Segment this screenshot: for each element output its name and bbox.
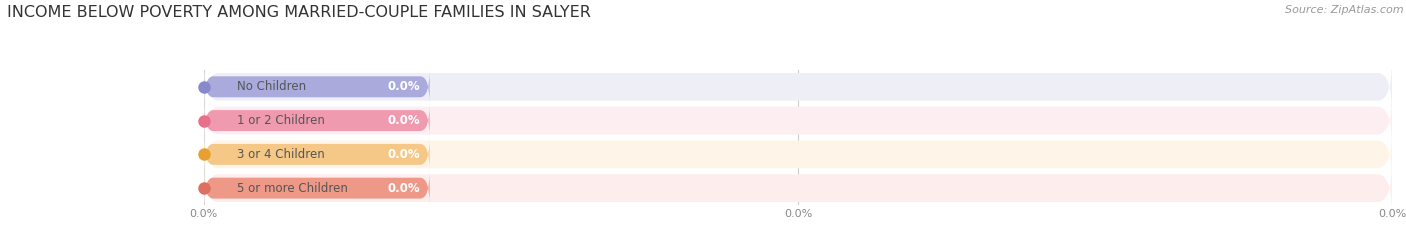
FancyBboxPatch shape bbox=[204, 128, 1392, 181]
Text: 0.0%: 0.0% bbox=[388, 114, 420, 127]
FancyBboxPatch shape bbox=[204, 94, 1392, 147]
Text: INCOME BELOW POVERTY AMONG MARRIED-COUPLE FAMILIES IN SALYER: INCOME BELOW POVERTY AMONG MARRIED-COUPL… bbox=[7, 5, 591, 20]
Text: 0.0%: 0.0% bbox=[388, 80, 420, 93]
FancyBboxPatch shape bbox=[204, 60, 1392, 113]
FancyBboxPatch shape bbox=[204, 70, 430, 103]
Text: 0.0%: 0.0% bbox=[388, 148, 420, 161]
Text: 1 or 2 Children: 1 or 2 Children bbox=[238, 114, 325, 127]
Text: 3 or 4 Children: 3 or 4 Children bbox=[238, 148, 325, 161]
Text: Source: ZipAtlas.com: Source: ZipAtlas.com bbox=[1285, 5, 1403, 15]
FancyBboxPatch shape bbox=[204, 138, 430, 171]
FancyBboxPatch shape bbox=[204, 104, 430, 137]
Text: No Children: No Children bbox=[238, 80, 307, 93]
Text: 5 or more Children: 5 or more Children bbox=[238, 182, 349, 195]
FancyBboxPatch shape bbox=[204, 171, 430, 205]
Text: 0.0%: 0.0% bbox=[388, 182, 420, 195]
FancyBboxPatch shape bbox=[204, 161, 1392, 215]
